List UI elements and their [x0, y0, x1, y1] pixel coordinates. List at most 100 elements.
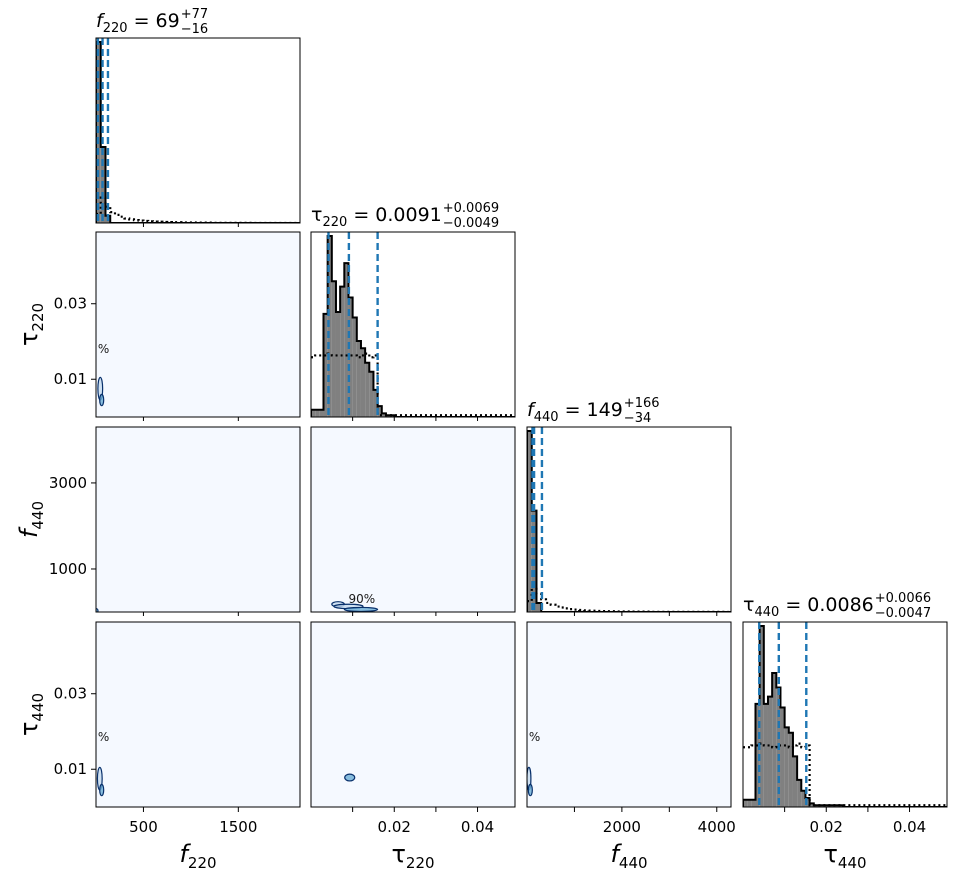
posterior-bar	[759, 626, 764, 807]
panel-frame	[526, 426, 732, 613]
hist-group-f220	[96, 38, 300, 223]
contour-label: %	[529, 730, 540, 744]
panel-f440_vs_f220	[96, 427, 300, 612]
x-tick-label: 0.02	[378, 818, 411, 836]
title-lower-error: −34	[624, 411, 651, 426]
title-eq: =	[779, 594, 807, 616]
axis-symbol: τ	[391, 840, 405, 868]
posterior-bar	[747, 799, 752, 807]
panel-frame	[310, 621, 516, 808]
title-eq: =	[128, 10, 156, 32]
posterior-bar	[751, 799, 756, 807]
y-tick-label: 0.01	[54, 760, 87, 778]
contour-label: 90%	[348, 592, 375, 606]
panel-f220-hist	[96, 38, 300, 223]
posterior-bar	[340, 286, 345, 417]
axis-symbol: τ	[15, 332, 43, 346]
prior-outline	[96, 196, 300, 223]
title-lower-error: −0.0047	[875, 606, 931, 621]
contour-group-tau440_vs_tau220	[344, 773, 356, 782]
hist-group-tau220	[311, 232, 515, 417]
contour-label: %	[98, 342, 109, 356]
panel-f440-hist	[527, 427, 731, 612]
panel-frame	[95, 231, 301, 418]
y-tick-label: 3000	[49, 474, 87, 492]
posterior-bar	[377, 406, 382, 417]
posterior-bar	[784, 727, 789, 807]
y-tick-label: 0.03	[54, 295, 87, 313]
panel-frame	[95, 621, 301, 808]
posterior-bar	[767, 696, 773, 807]
posterior-bar	[356, 340, 361, 417]
posterior-bar	[792, 756, 798, 807]
posterior-bar	[797, 779, 802, 807]
panel-f440_vs_tau220	[311, 427, 515, 612]
panel-tau440_vs_f440	[527, 622, 731, 807]
axis-subscript: 440	[29, 501, 47, 530]
hist-group-tau440	[743, 622, 947, 807]
panel-frame	[526, 621, 732, 808]
title-eq: =	[347, 204, 375, 226]
posterior-bar	[788, 732, 793, 807]
posterior-bar	[743, 799, 748, 807]
title-upper-error: +0.0066	[875, 591, 931, 606]
posterior-bar	[805, 797, 810, 807]
axis-subscript: 440	[619, 854, 648, 872]
axis-subscript: 440	[29, 693, 47, 722]
title-value: 69	[156, 10, 180, 32]
posterior-bar	[755, 703, 760, 807]
posterior-bar	[536, 602, 542, 612]
contour-ellipse	[99, 393, 105, 407]
panel-frame	[95, 426, 301, 613]
contour-ellipse	[527, 783, 533, 797]
title-eq: =	[559, 399, 587, 421]
x-tick-label: 0.04	[461, 818, 494, 836]
posterior-bar	[327, 236, 332, 417]
panel-frame	[95, 37, 301, 224]
contour-group-tau440_vs_f220	[96, 766, 105, 797]
posterior-bar	[369, 371, 374, 417]
posterior-bar	[763, 703, 768, 807]
title-symbol: τ	[743, 594, 754, 616]
x-axis-label-f440: f440	[610, 840, 647, 872]
posterior-bar	[365, 362, 370, 417]
contour-ellipse	[99, 783, 105, 797]
posterior-bar	[780, 707, 785, 807]
panel-tau440_vs_tau220	[311, 622, 515, 807]
posterior-bar	[809, 803, 814, 807]
title-subscript: 440	[534, 410, 559, 425]
axis-subscript: 220	[188, 854, 217, 872]
title-upper-error: +0.0069	[443, 201, 499, 216]
title-value: 0.0091	[375, 204, 441, 226]
title-upper-error: +166	[624, 396, 660, 411]
posterior-bar	[801, 790, 806, 807]
posterior-bar	[772, 673, 777, 807]
summary-title-tau220: τ220 = 0.0091	[311, 204, 442, 230]
title-subscript: 220	[322, 215, 347, 230]
title-symbol: τ	[311, 204, 322, 226]
title-lower-error: −0.0049	[443, 216, 499, 231]
posterior-bar	[348, 297, 353, 417]
x-tick-label: 0.02	[810, 818, 843, 836]
title-upper-error: +77	[181, 7, 208, 22]
posterior-bar	[315, 409, 320, 417]
posterior-outline	[311, 235, 515, 417]
panel-frame	[742, 621, 948, 808]
posterior-bar	[373, 389, 378, 417]
contour-label: %	[98, 730, 109, 744]
title-subscript: 440	[754, 605, 779, 620]
axis-subscript: 440	[838, 854, 867, 872]
axis-subscript: 220	[406, 854, 435, 872]
posterior-bar	[335, 312, 341, 417]
posterior-bar	[344, 263, 349, 417]
x-tick-label: 1500	[219, 818, 257, 836]
title-value: 149	[587, 399, 623, 421]
posterior-bar	[352, 317, 357, 417]
x-axis-label-f220: f220	[179, 840, 216, 872]
y-axis-label-tau440: τ440	[15, 693, 47, 736]
y-axis-label-tau220: τ220	[15, 303, 47, 346]
posterior-bar	[331, 281, 336, 417]
title-lower-error: −16	[181, 22, 208, 37]
title-symbol: f	[527, 399, 537, 421]
